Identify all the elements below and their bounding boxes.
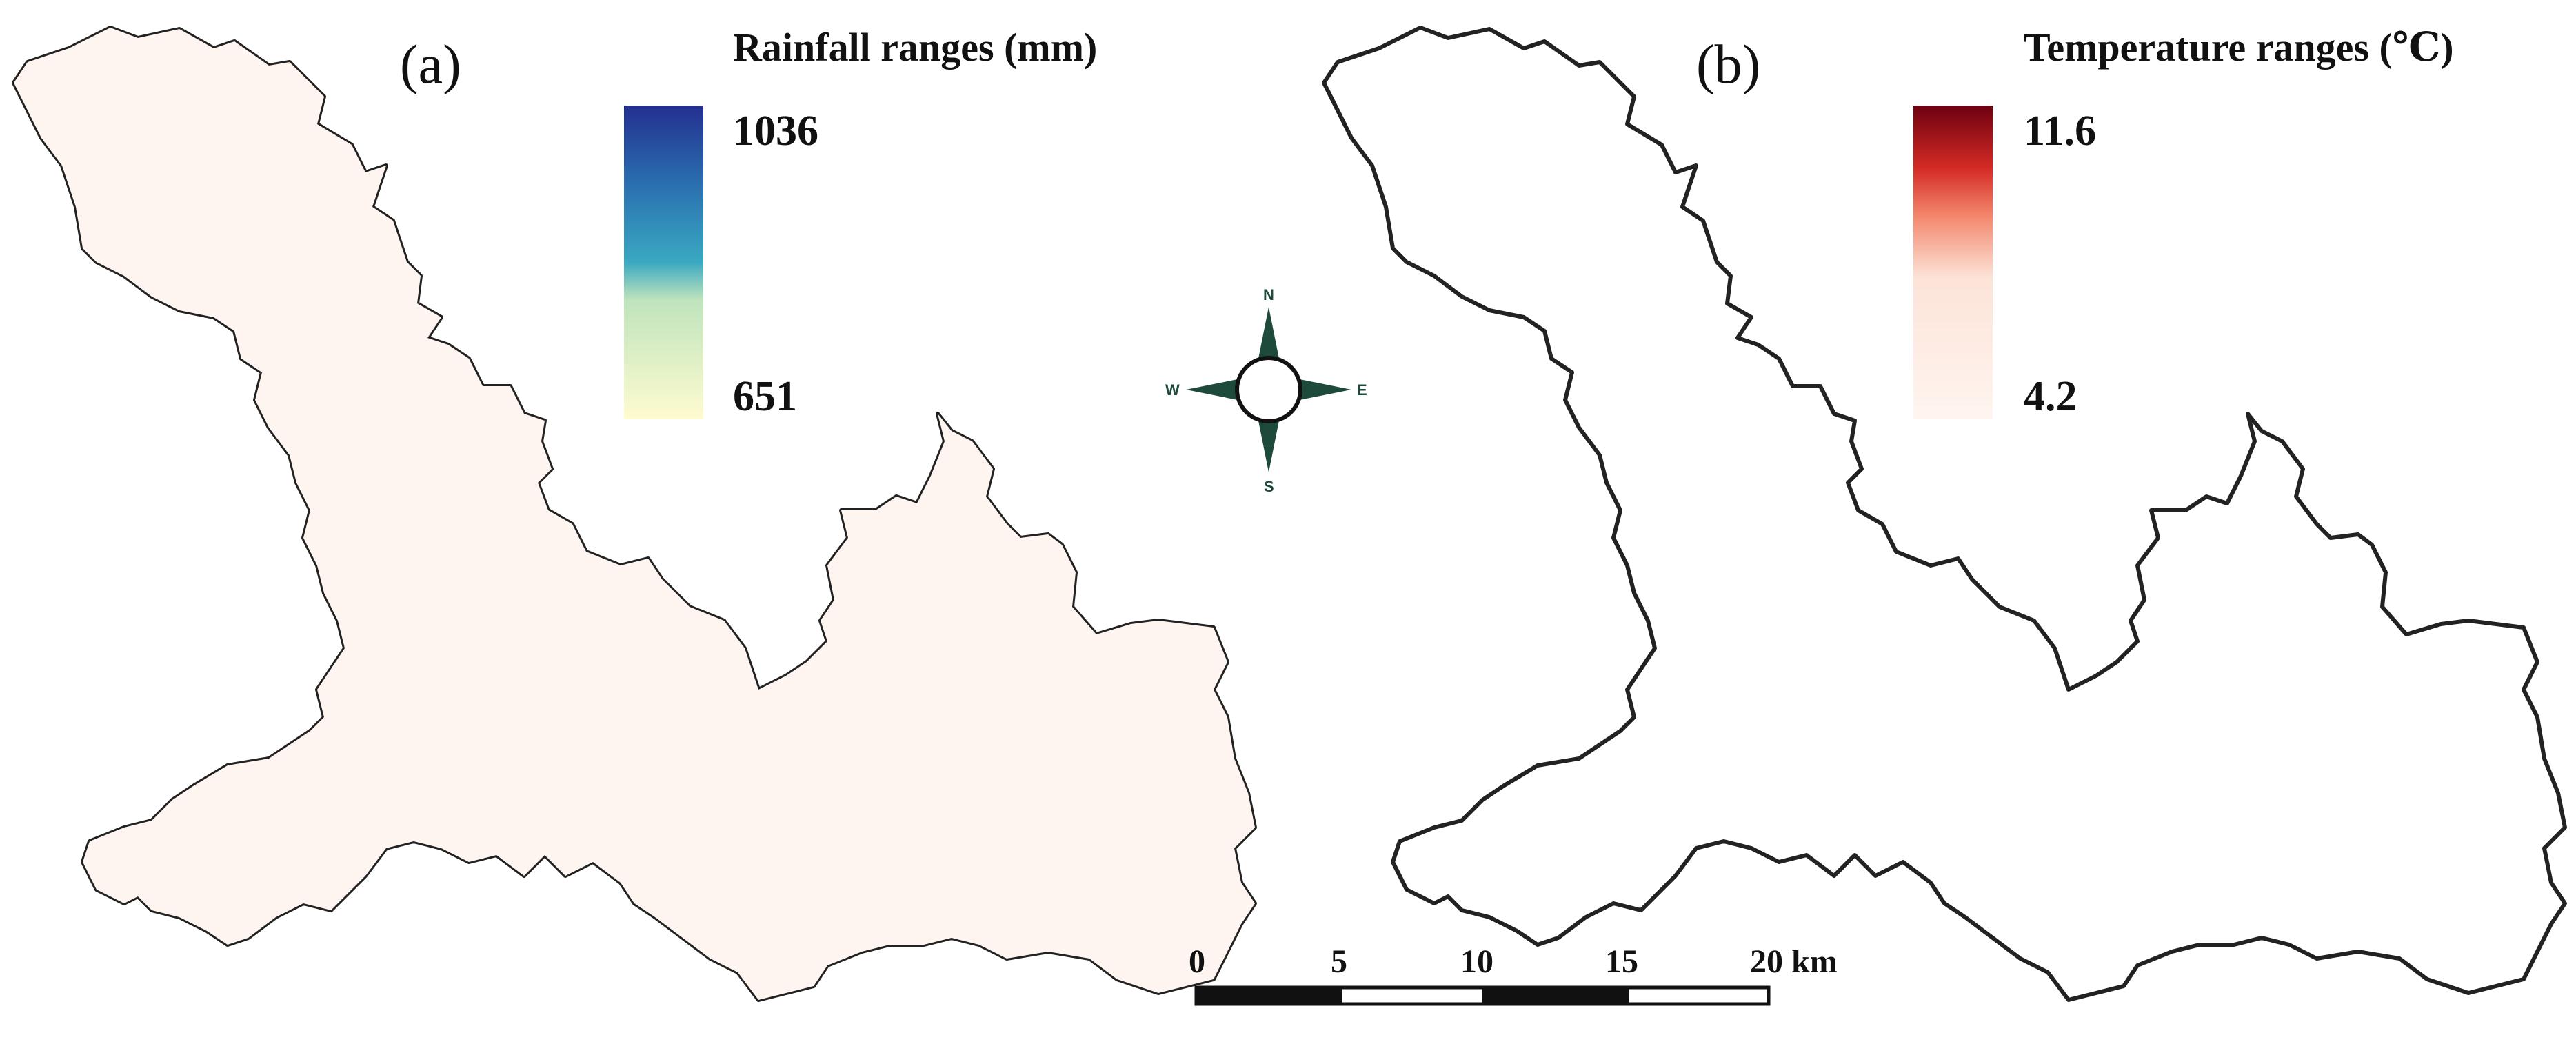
panel-label-b: (b) [1696,34,1760,95]
compass-ring [1235,356,1302,423]
legend-min-temperature: 4.2 [2024,373,2077,420]
scale-tick-15: 15 [1605,943,1638,980]
scale-tick-5: 5 [1331,943,1347,980]
scale-bar-segment-3 [1482,987,1629,1004]
legend-min-rainfall: 651 [733,373,797,420]
legend-colorbar-rainfall [624,106,703,419]
compass-label-e: E [1357,381,1367,399]
scale-bar-segment-1 [1196,987,1342,1004]
legend-temperature: Temperature ranges (℃) 11.6 4.2 [1913,25,2454,420]
compass-label-w: W [1165,381,1180,399]
legend-rainfall: Rainfall ranges (mm) 1036 651 [624,25,1097,420]
compass-north-point [1258,307,1280,362]
scale-tick-10: 10 [1460,943,1493,980]
scale-tick-20km: 20 km [1750,943,1838,980]
legend-title-temperature: Temperature ranges (℃) [2024,25,2454,70]
legend-title-rainfall: Rainfall ranges (mm) [733,25,1097,70]
panel-label-a: (a) [400,34,461,95]
north-arrow: N S E W [1165,286,1367,495]
compass-south-point [1258,417,1280,472]
legend-colorbar-temperature [1913,106,1993,419]
legend-max-rainfall: 1036 [733,108,818,154]
compass-label-s: S [1264,478,1274,495]
compass-east-point [1296,379,1351,401]
compass-west-point [1186,379,1241,401]
compass-label-n: N [1263,286,1274,303]
scale-bar: 0 5 10 15 20 km [1189,943,1838,1006]
scale-tick-0: 0 [1189,943,1205,980]
panel-b-overlays [14,28,2565,1000]
legend-max-temperature: 11.6 [2024,108,2096,154]
